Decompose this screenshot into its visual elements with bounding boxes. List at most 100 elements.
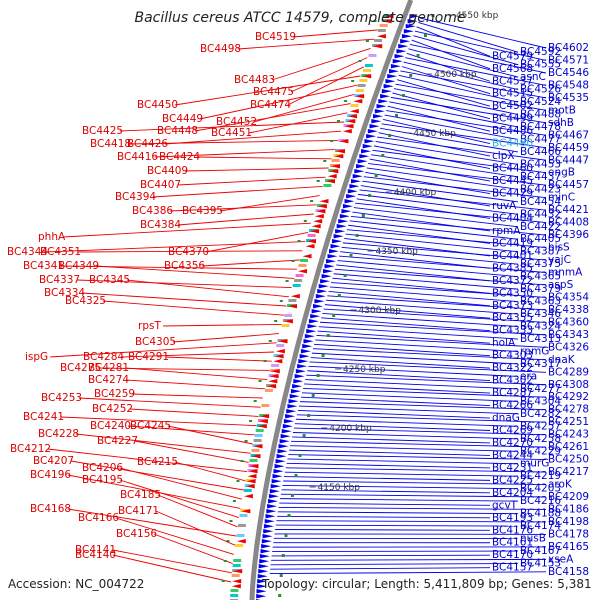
gene-feature [374,39,383,42]
gene-feature [368,54,377,57]
callout-line [378,132,491,157]
callout-line [306,374,547,386]
callout-line [129,408,259,417]
gene-label-right: holA [492,337,516,349]
forward-gene [307,324,318,329]
callout-line [63,222,311,238]
accession-text: Accession: NC_004722 [8,577,144,591]
reverse-gene [251,454,261,459]
gene-label-right: BC4459 [548,142,589,154]
forward-gene [330,244,341,249]
callout-line [126,279,290,298]
callout-line [237,38,375,50]
forward-gene [302,344,313,349]
gene-feature [254,434,263,437]
gene-feature [231,574,240,577]
gene-label-right: rpmA [492,225,521,237]
gene-label-right: BC4153 [520,558,561,570]
forward-gene [265,514,276,519]
gene-label-right: BC4363 [520,296,561,308]
gene-label-right: BC4422 [520,221,561,233]
gene-label-right: BC4396 [548,229,589,241]
forward-gene [260,549,271,554]
gene-feature [233,559,242,562]
callout-line [286,462,491,469]
gene-feature [294,279,303,282]
callout-line [326,299,519,315]
gene-label-right: dnaG [492,412,520,424]
gene-label-right: BC4244 [492,449,533,461]
forward-gene [320,279,331,284]
forward-gene [318,284,329,289]
gene-label-right: minC [548,192,575,204]
gene-label-left: BC4451 [211,127,252,139]
gene-label-right: BC4219 [520,470,561,482]
gene-label-right: BC4229 [520,445,561,457]
gc-tick [249,420,253,422]
gene-label-left: BC4344 [7,246,48,258]
forward-gene [387,74,398,79]
gene-feature [251,449,260,452]
reverse-gene [339,139,349,144]
gc-tick [316,180,320,182]
reverse-gene [283,319,293,324]
callout-line [341,246,519,265]
forward-gene [392,59,403,64]
reverse-gene [326,179,335,184]
callout-line [276,520,547,523]
gene-feature [235,544,244,547]
reverse-gene [317,204,327,209]
forward-gene [405,24,416,29]
callout-line [167,425,253,445]
forward-gene [283,419,294,424]
reverse-gene [269,374,279,379]
reverse-gene [313,219,323,224]
callout-line [342,242,547,261]
callout-line [322,312,519,328]
forward-gene [394,54,405,59]
callout-line [386,110,547,136]
callout-line [119,479,240,519]
gene-label-right: asnC [520,71,546,83]
gc-tick [297,240,301,242]
forward-gene [315,294,326,299]
forward-gene [276,454,287,459]
reverse-gene [329,169,339,174]
callout-line [381,123,547,149]
callout-line [369,158,491,182]
gc-tick [311,394,315,397]
callout-line [283,480,547,485]
gene-feature [357,84,366,87]
scale-mark-label: 4400 kbp [394,188,437,198]
gene-label-right: BC4317 [520,358,561,370]
callout-line [372,149,547,174]
forward-gene [262,534,273,539]
forward-gene [354,169,365,174]
callout-line [327,295,547,311]
forward-gene [295,369,306,374]
forward-gene [277,449,288,454]
gc-tick [279,300,283,302]
gene-label-right: BC4250 [548,454,589,466]
callout-line [184,167,329,172]
callout-line [301,392,519,402]
callout-line [67,508,237,537]
callout-line [282,484,519,490]
gene-feature [253,439,262,442]
callout-line [376,136,547,161]
callout-line [165,356,272,362]
gene-label-right: BC4209 [548,491,589,503]
gc-tick [349,254,353,257]
gc-tick [303,220,307,222]
gene-feature [239,514,248,517]
gc-tick [279,574,283,577]
reverse-gene [307,239,316,244]
gene-label-right: clpX [492,150,515,162]
gene-label-left: BC4241 [23,411,64,423]
gc-tick [374,174,378,177]
gene-label-right: BC4243 [548,429,589,441]
gene-label-left: BC4171 [118,505,159,517]
forward-gene [292,384,303,389]
gene-label-right: BC4372 [492,275,533,287]
callout-line [371,154,519,178]
